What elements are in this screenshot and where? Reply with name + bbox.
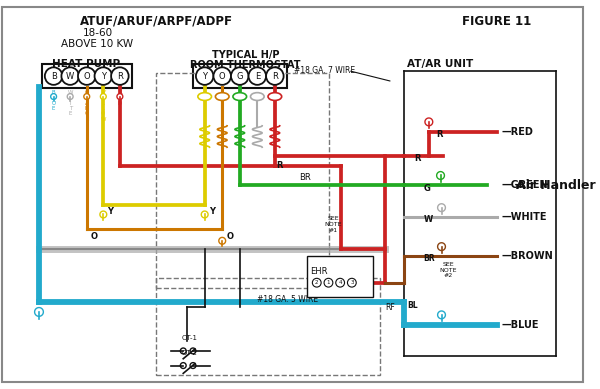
Text: OT-1: OT-1 <box>182 335 198 341</box>
Polygon shape <box>201 211 208 218</box>
Text: EHR: EHR <box>310 268 328 277</box>
Circle shape <box>313 278 321 287</box>
Text: R: R <box>414 154 421 163</box>
Bar <box>193 65 287 88</box>
Circle shape <box>214 67 231 85</box>
Text: B
L
U
E: B L U E <box>52 90 56 111</box>
Polygon shape <box>35 308 43 316</box>
Ellipse shape <box>198 93 211 100</box>
Text: BL: BL <box>407 301 418 310</box>
Text: O: O <box>227 232 234 241</box>
Text: ATUF/ARUF/ARPF/ADPF: ATUF/ARUF/ARPF/ADPF <box>79 15 232 28</box>
Circle shape <box>181 348 186 354</box>
Text: BR: BR <box>299 173 311 182</box>
Text: R: R <box>437 130 443 139</box>
Text: —GREEN: —GREEN <box>502 180 548 190</box>
Polygon shape <box>100 94 106 100</box>
Circle shape <box>324 278 333 287</box>
Circle shape <box>181 363 186 368</box>
Text: B: B <box>50 72 56 81</box>
Polygon shape <box>219 237 226 244</box>
Text: 4: 4 <box>338 280 342 285</box>
Text: —WHITE: —WHITE <box>502 212 547 223</box>
Circle shape <box>336 278 344 287</box>
Text: —BROWN: —BROWN <box>502 251 554 261</box>
Circle shape <box>61 67 79 85</box>
Text: BR: BR <box>423 254 434 263</box>
Ellipse shape <box>233 93 247 100</box>
Text: Y
E
L
L
O
W: Y E L L O W <box>101 90 106 122</box>
Text: R
E
D: R E D <box>118 90 122 105</box>
Polygon shape <box>425 118 433 126</box>
Text: 3: 3 <box>350 280 353 285</box>
Ellipse shape <box>250 93 264 100</box>
Text: Y: Y <box>202 72 207 81</box>
Text: AT/AR UNIT: AT/AR UNIT <box>407 58 473 68</box>
Circle shape <box>248 67 266 85</box>
Text: ROOM THERMOSTAT: ROOM THERMOSTAT <box>190 60 301 70</box>
Circle shape <box>266 67 284 85</box>
Text: #18 GA. 7 WIRE: #18 GA. 7 WIRE <box>295 67 355 75</box>
Text: W: W <box>424 215 433 224</box>
Polygon shape <box>437 172 445 179</box>
Text: O: O <box>219 72 226 81</box>
Text: R: R <box>277 161 283 170</box>
Bar <box>307 256 373 297</box>
Text: O
R
A
N
G
E: O R A N G E <box>85 90 89 122</box>
Circle shape <box>347 278 356 287</box>
Bar <box>156 278 380 375</box>
Polygon shape <box>437 243 445 251</box>
Text: ABOVE 10 KW: ABOVE 10 KW <box>61 39 134 49</box>
Text: O: O <box>91 232 98 241</box>
Text: TYPICAL H/P: TYPICAL H/P <box>212 50 280 60</box>
Circle shape <box>95 67 112 85</box>
Text: 1: 1 <box>327 280 330 285</box>
Text: G: G <box>236 72 243 81</box>
Text: —BLUE: —BLUE <box>502 320 539 329</box>
Ellipse shape <box>215 93 229 100</box>
Text: #18 GA. 5 WIRE: #18 GA. 5 WIRE <box>257 295 318 304</box>
Text: SEE
NOTE
#2: SEE NOTE #2 <box>440 262 457 279</box>
Text: R: R <box>117 72 123 81</box>
Text: W
H
I
T
E: W H I T E <box>67 90 73 116</box>
Polygon shape <box>50 94 56 100</box>
Text: 2: 2 <box>315 280 319 285</box>
Text: E: E <box>254 72 260 81</box>
Circle shape <box>78 67 95 85</box>
Circle shape <box>190 363 196 368</box>
Polygon shape <box>84 94 89 100</box>
Text: 18-60: 18-60 <box>82 28 113 39</box>
Polygon shape <box>117 94 123 100</box>
Text: R: R <box>272 72 278 81</box>
Circle shape <box>196 67 214 85</box>
Bar <box>156 73 329 287</box>
Text: —RED: —RED <box>502 127 534 137</box>
Text: FIGURE 11: FIGURE 11 <box>463 15 532 28</box>
Text: Air Handler: Air Handler <box>516 179 595 192</box>
Ellipse shape <box>268 93 281 100</box>
Text: Y: Y <box>107 207 113 216</box>
Text: SEE
NOTE
#1: SEE NOTE #1 <box>325 216 342 233</box>
Polygon shape <box>100 211 107 218</box>
Polygon shape <box>67 94 73 100</box>
Text: OT-2: OT-2 <box>182 350 198 356</box>
Text: W: W <box>66 72 74 81</box>
Circle shape <box>45 67 62 85</box>
Circle shape <box>111 67 128 85</box>
Circle shape <box>231 67 248 85</box>
Text: O: O <box>83 72 90 81</box>
Text: G: G <box>424 184 430 193</box>
Text: Y: Y <box>209 207 215 216</box>
Circle shape <box>190 348 196 354</box>
Bar <box>42 65 131 88</box>
Polygon shape <box>437 204 445 212</box>
Text: Y: Y <box>101 72 106 81</box>
Polygon shape <box>437 311 445 319</box>
Text: HEAT PUMP: HEAT PUMP <box>52 58 120 68</box>
Text: RF: RF <box>385 303 395 312</box>
